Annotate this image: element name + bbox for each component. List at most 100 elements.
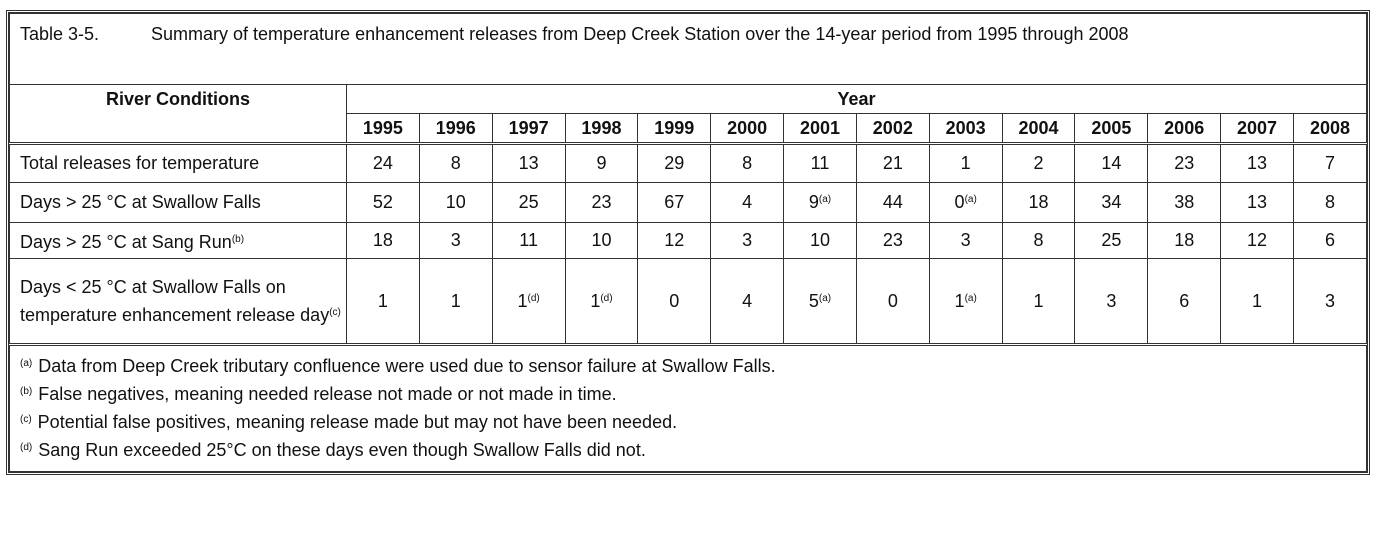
year-header: 1997 [491,113,566,145]
value-cell: 6 [1292,222,1368,259]
cell-value: 0 [887,290,898,311]
footnote-mark: (d) [20,442,33,453]
row-label-cell: Total releases for temperature [9,143,347,183]
cell-value: 3 [1324,290,1335,311]
footnote-ref: (d) [527,292,540,304]
value-cell: 10 [418,182,493,223]
year-header: 2007 [1220,113,1294,145]
cell-value: 6 [1179,290,1190,311]
value-cell: 25 [1074,222,1149,259]
year-header: 2004 [1001,113,1076,145]
value-cell: 7 [1292,143,1368,183]
year-header: 2002 [855,113,930,145]
cell-value: 14 [1101,153,1122,173]
cell-value: 12 [1247,230,1268,250]
value-cell: 9(a) [783,182,857,223]
footnote-ref: (a) [818,194,832,205]
row-label-cell: Days > 25 °C at Swallow Falls [9,182,347,223]
cell-value: 5 [808,290,819,311]
footnote-text: Sang Run exceeded 25°C on these days eve… [38,440,646,460]
row-label: Total releases for temperature [20,153,260,173]
footnote-mark: (c) [20,414,32,425]
cell-value: 18 [1028,192,1049,212]
cell-value: 3 [1106,290,1117,311]
table-row: Total releases for temperature 24 8 13 9 29 8 1… [9,143,1368,183]
cell-value: 7 [1324,153,1335,173]
value-cell: 14 [1074,143,1149,183]
value-cell: 23 [1147,143,1222,183]
cell-value: 1 [377,290,388,311]
footnote: (c) Potential false positives, meaning re… [20,407,1356,435]
value-cell: 8 [1292,182,1368,223]
cell-value: 3 [450,230,461,250]
row-label: Days > 25 °C at Sang Run [20,231,232,252]
value-cell: 2 [1001,143,1076,183]
cell-value: 11 [519,230,538,250]
year-header: 1995 [346,113,420,145]
cell-value: 38 [1174,192,1195,212]
value-cell: 44 [855,182,930,223]
value-cell: 3 [710,222,785,259]
value-cell: 25 [491,182,566,223]
table-title: Summary of temperature enhancement relea… [151,24,1129,44]
year-header: 1999 [637,113,712,145]
value-cell: 1(a) [928,258,1003,346]
value-cell: 29 [637,143,712,183]
footnotes: (a) Data from Deep Creek tributary conflu… [9,344,1367,472]
value-cell: 0 [855,258,930,346]
cell-value: 34 [1101,192,1122,212]
value-cell: 3 [418,222,493,259]
year-header: 2000 [710,113,785,145]
cell-value: 23 [591,192,612,212]
cell-value: 13 [1247,153,1268,173]
cell-value: 25 [518,192,539,212]
value-cell: 12 [1220,222,1294,259]
cell-value: 44 [882,192,903,212]
cell-value: 29 [664,153,685,173]
table-caption: Table 3-5. Summary of temperature enhance… [9,13,1367,85]
value-cell: 13 [1220,143,1294,183]
year-header: 2008 [1292,113,1368,145]
year-header: 2006 [1147,113,1222,145]
value-cell: 1 [346,258,420,346]
value-cell: 24 [346,143,420,183]
cell-value: 18 [372,230,393,250]
cell-value: 67 [664,192,685,212]
cell-value: 25 [1101,230,1122,250]
cell-value: 11 [810,153,830,173]
footnote: (b) False negatives, meaning needed relea… [20,379,1356,407]
footnote-ref: (a) [964,292,977,304]
cell-value: 1 [1033,290,1044,311]
value-cell: 10 [564,222,639,259]
value-cell: 3 [1074,258,1149,346]
value-cell: 4 [710,182,785,223]
cell-value: 10 [445,192,466,212]
cell-value: 4 [742,192,753,212]
year-group-header: Year [346,84,1367,114]
value-cell: 1 [418,258,493,346]
cell-value: 8 [1324,192,1335,212]
cell-value: 1 [517,290,528,311]
cell-value: 1 [590,290,601,311]
cell-value: 23 [1174,153,1195,173]
value-cell: 1(d) [491,258,566,346]
value-cell: 5(a) [783,258,857,346]
cell-value: 3 [742,230,753,250]
table-row: Days < 25 °C at Swallow Falls on tempera… [9,258,1368,346]
value-cell: 11 [783,143,857,183]
cell-value: 10 [591,230,612,250]
value-cell: 8 [418,143,493,183]
cell-value: 12 [664,230,685,250]
value-cell: 3 [1292,258,1368,346]
table-row: Days > 25 °C at Swallow Falls 52 10 25 23 67 4… [9,182,1368,223]
value-cell: 18 [1147,222,1222,259]
footnote-ref: (b) [231,233,245,245]
value-cell: 10 [783,222,857,259]
year-header: 1996 [418,113,493,145]
footnote-mark: (b) [20,386,33,397]
row-label: Days < 25 °C at Swallow Falls on tempera… [20,276,330,325]
cell-value: 3 [960,230,971,250]
footnote-text: Data from Deep Creek tributary confluenc… [38,356,776,376]
value-cell: 8 [710,143,785,183]
summary-table-container: Table 3-5. Summary of temperature enhance… [6,10,1370,475]
